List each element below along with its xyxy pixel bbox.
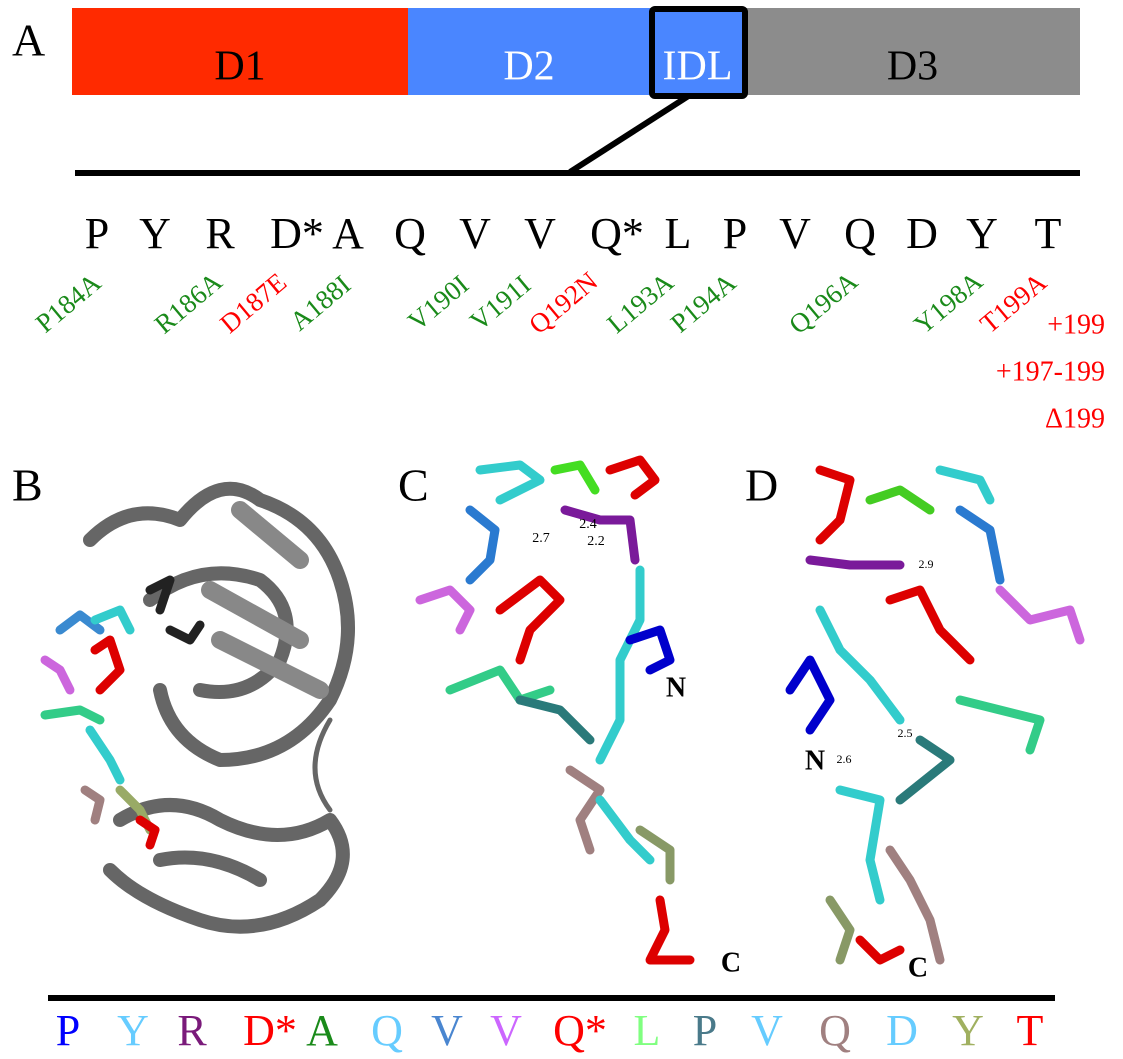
residue: P bbox=[85, 209, 109, 258]
colored-residue: Q bbox=[371, 1006, 403, 1055]
residue: D bbox=[906, 209, 938, 258]
residue: A bbox=[332, 209, 364, 258]
panel-label: C bbox=[398, 460, 429, 511]
colored-residue: D* bbox=[243, 1006, 297, 1055]
residue: Q* bbox=[590, 209, 644, 258]
colored-residue: D bbox=[886, 1006, 918, 1055]
domain-label: IDL bbox=[663, 44, 733, 90]
domain-label: D1 bbox=[214, 44, 265, 90]
colored-residue: L bbox=[634, 1006, 661, 1055]
mutation-label: L193A bbox=[601, 266, 679, 338]
panel-label: A bbox=[12, 15, 45, 66]
residue: Q bbox=[394, 209, 426, 258]
mutation-label: A188I bbox=[284, 269, 356, 336]
residue: V bbox=[779, 209, 811, 258]
n-terminus: N bbox=[666, 672, 686, 703]
distance-label: 2.5 bbox=[898, 726, 913, 740]
colored-residue: Q bbox=[819, 1006, 851, 1055]
mutation-label: V191I bbox=[464, 269, 536, 336]
colored-residue: Y bbox=[117, 1006, 149, 1055]
colored-residue: P bbox=[56, 1006, 80, 1055]
panel-c-sticks bbox=[420, 460, 690, 960]
residue: Q bbox=[844, 209, 876, 258]
mutation-label: P194A bbox=[665, 267, 742, 339]
residue: L bbox=[665, 209, 692, 258]
protein-cartoon bbox=[90, 489, 348, 927]
distance-label: 2.7 bbox=[532, 531, 550, 546]
mutation-label: P184A bbox=[30, 267, 107, 339]
residue: D* bbox=[270, 209, 324, 258]
c-terminus: C bbox=[721, 947, 741, 978]
zoom-line bbox=[570, 95, 690, 172]
mutation-label: R186A bbox=[149, 266, 228, 339]
mutation-label: T199A bbox=[974, 266, 1052, 338]
domain-label: D2 bbox=[503, 44, 554, 90]
colored-residue: P bbox=[693, 1006, 717, 1055]
mutation-label: Q192N bbox=[523, 266, 603, 340]
colored-residue: V bbox=[490, 1006, 522, 1055]
colored-residue: A bbox=[306, 1006, 338, 1055]
mutation-label: V190I bbox=[402, 269, 474, 336]
n-terminus: N bbox=[805, 745, 825, 776]
residue: V bbox=[524, 209, 556, 258]
colored-residue: V bbox=[751, 1006, 783, 1055]
extra-mutation: +197-199 bbox=[996, 356, 1105, 387]
residue: T bbox=[1035, 209, 1062, 258]
panel-label: B bbox=[12, 460, 43, 511]
mutation-label: Q196A bbox=[783, 265, 864, 339]
c-terminus: C bbox=[908, 952, 928, 983]
colored-residue: T bbox=[1017, 1006, 1044, 1055]
distance-label: 2.6 bbox=[837, 752, 852, 766]
extra-mutation: +199 bbox=[1047, 309, 1105, 340]
residue: V bbox=[459, 209, 491, 258]
distance-label: 2.4 bbox=[579, 517, 597, 532]
panel-d-sticks bbox=[790, 470, 1080, 960]
residue: R bbox=[205, 209, 235, 258]
residue: Y bbox=[966, 209, 998, 258]
colored-residue: R bbox=[177, 1006, 207, 1055]
domain-label: D3 bbox=[887, 44, 938, 90]
residue: P bbox=[723, 209, 747, 258]
panel-label: D bbox=[745, 460, 778, 511]
colored-residue: Y bbox=[952, 1006, 984, 1055]
extra-mutation: Δ199 bbox=[1045, 403, 1105, 434]
distance-label: 2.9 bbox=[919, 557, 934, 571]
mutation-label: D187E bbox=[214, 267, 292, 339]
distance-label: 2.2 bbox=[587, 534, 605, 549]
figure: D1D2IDLD3ABCDPYRD*AQVVQ*LPVQDYTP184AR186… bbox=[0, 0, 1123, 1059]
mutation-label: Y198A bbox=[908, 265, 989, 339]
residue: Y bbox=[139, 209, 171, 258]
colored-residue: V bbox=[431, 1006, 463, 1055]
colored-residue: Q* bbox=[553, 1006, 607, 1055]
